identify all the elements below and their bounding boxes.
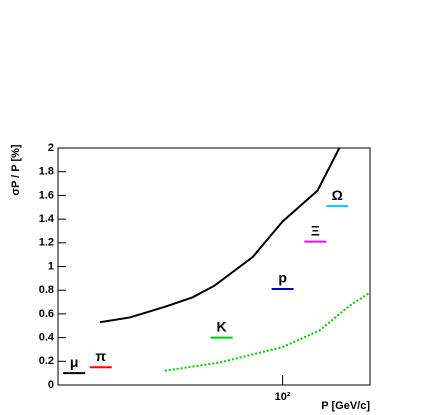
y-tick-label: 0.4 (39, 332, 55, 344)
annotation-label: p (278, 270, 287, 286)
line (164, 291, 371, 372)
y-tick-label: 0.2 (39, 355, 54, 367)
y-tick-label: 1.8 (39, 166, 54, 178)
annotation-label: μ (70, 354, 79, 370)
y-tick-label: 0.8 (39, 284, 54, 296)
y-tick-label: 0.6 (39, 308, 54, 320)
x-axis-label: P [GeV/c] (321, 400, 370, 412)
x-tick-label: 10² (275, 391, 291, 403)
y-tick-label: 1.4 (39, 213, 55, 225)
y-tick-label: 2 (48, 142, 54, 154)
y-tick-label: 1 (48, 260, 54, 272)
y-tick-label: 0 (48, 379, 54, 391)
annotation-label: π (95, 348, 106, 364)
annotation-label: Ω (332, 187, 343, 203)
y-axis-label: σP / P [%] (10, 144, 22, 195)
annotation-label: K (217, 318, 227, 334)
line (99, 147, 341, 324)
annotation-label: Ξ (311, 222, 320, 238)
y-tick-label: 1.2 (39, 237, 54, 249)
y-tick-label: 1.6 (39, 189, 54, 201)
